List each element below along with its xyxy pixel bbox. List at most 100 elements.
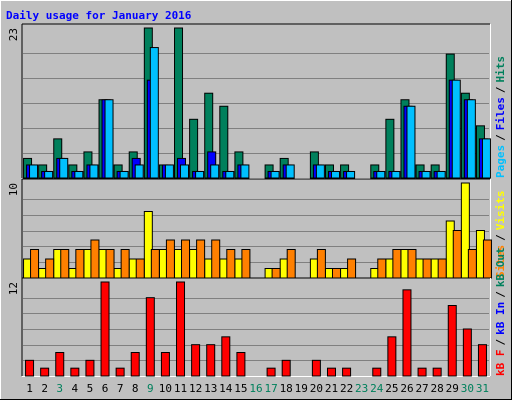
bar <box>285 164 295 179</box>
bar <box>85 359 95 377</box>
bar <box>421 170 431 179</box>
x-tick-label: 21 <box>325 382 338 395</box>
x-tick-label: 9 <box>147 382 154 395</box>
bar <box>387 336 397 377</box>
bar <box>422 258 432 279</box>
bar <box>482 239 492 279</box>
x-tick-label: 19 <box>295 382 308 395</box>
x-tick-label: 20 <box>310 382 323 395</box>
bar <box>219 105 229 179</box>
x-tick-label: 12 <box>189 382 202 395</box>
bar <box>447 305 457 377</box>
legend-entry: Hits <box>494 56 507 83</box>
bar <box>221 336 231 377</box>
x-tick-label: 1 <box>26 382 33 395</box>
x-tick-label: 3 <box>56 382 63 395</box>
bar <box>150 249 160 279</box>
x-tick-label: 24 <box>370 382 384 395</box>
bar <box>75 249 85 279</box>
legend-entry: Visits <box>494 191 507 231</box>
bar <box>115 367 125 377</box>
bar <box>55 352 65 377</box>
bar <box>225 170 235 179</box>
x-tick-label: 31 <box>476 382 489 395</box>
bar <box>236 352 246 377</box>
x-tick-label: 30 <box>461 382 474 395</box>
bar <box>286 249 296 279</box>
bar <box>385 118 395 179</box>
bar <box>149 47 159 179</box>
bar <box>417 367 427 377</box>
bar <box>467 249 477 279</box>
bar <box>347 258 357 279</box>
bar <box>437 258 447 279</box>
bar <box>342 367 352 377</box>
x-tick-label: 6 <box>102 382 109 395</box>
legend-separator: / <box>494 86 507 93</box>
x-tick-label: 23 <box>355 382 368 395</box>
bar <box>452 230 462 279</box>
bar <box>392 249 402 279</box>
legend-separator: / <box>494 339 507 346</box>
bar <box>189 118 199 179</box>
bar <box>281 359 291 377</box>
x-tick-label: 26 <box>400 382 413 395</box>
bar <box>196 239 206 279</box>
bar <box>315 164 325 179</box>
bar <box>74 170 84 179</box>
bar <box>211 239 221 279</box>
bar <box>226 249 236 279</box>
x-tick-label: 8 <box>132 382 139 395</box>
bar <box>160 352 170 377</box>
x-tick-label: 10 <box>159 382 172 395</box>
legend-entry: kB Out <box>494 247 507 287</box>
panel <box>22 278 490 376</box>
bar <box>406 105 416 179</box>
x-tick-label: 11 <box>174 382 187 395</box>
panel-max-label: 12 <box>7 282 20 295</box>
legend: Sites / Visits <box>494 191 507 279</box>
x-tick-label: 29 <box>446 382 459 395</box>
bar <box>326 367 336 377</box>
bar <box>436 170 446 179</box>
legend: kB F / kB In / kB Out <box>494 247 507 376</box>
legend-separator: / <box>494 234 507 241</box>
x-tick-label: 2 <box>41 382 48 395</box>
bar <box>70 367 80 377</box>
bar <box>481 138 491 179</box>
bar <box>44 170 54 179</box>
bar <box>165 239 175 279</box>
legend-entry: Files <box>494 97 507 130</box>
bar <box>195 170 205 179</box>
bar <box>100 281 110 377</box>
bar <box>210 164 220 179</box>
bar <box>391 170 401 179</box>
bar <box>241 249 251 279</box>
x-tick-label: 4 <box>72 382 79 395</box>
x-tick-label: 15 <box>234 382 247 395</box>
x-tick-label: 5 <box>87 382 94 395</box>
bar <box>240 164 250 179</box>
bar <box>104 99 114 179</box>
bar <box>25 359 35 377</box>
bar <box>90 239 100 279</box>
legend: Pages / Files / Hits <box>494 56 507 178</box>
legend-entry: Sites <box>494 245 507 278</box>
x-tick-label: 18 <box>280 382 293 395</box>
bar <box>330 170 340 179</box>
bar <box>135 258 145 279</box>
bar <box>30 249 40 279</box>
x-tick-label: 14 <box>219 382 233 395</box>
bar <box>176 281 186 377</box>
bar <box>89 164 99 179</box>
bar <box>174 27 184 179</box>
bar <box>407 249 417 279</box>
bar <box>451 79 461 179</box>
bar <box>164 164 174 179</box>
legend-entry: kB In <box>494 302 507 335</box>
bar <box>60 249 70 279</box>
bar <box>316 249 326 279</box>
x-tick-label: 7 <box>117 382 124 395</box>
x-tick-label: 27 <box>415 382 428 395</box>
bar <box>346 170 356 179</box>
